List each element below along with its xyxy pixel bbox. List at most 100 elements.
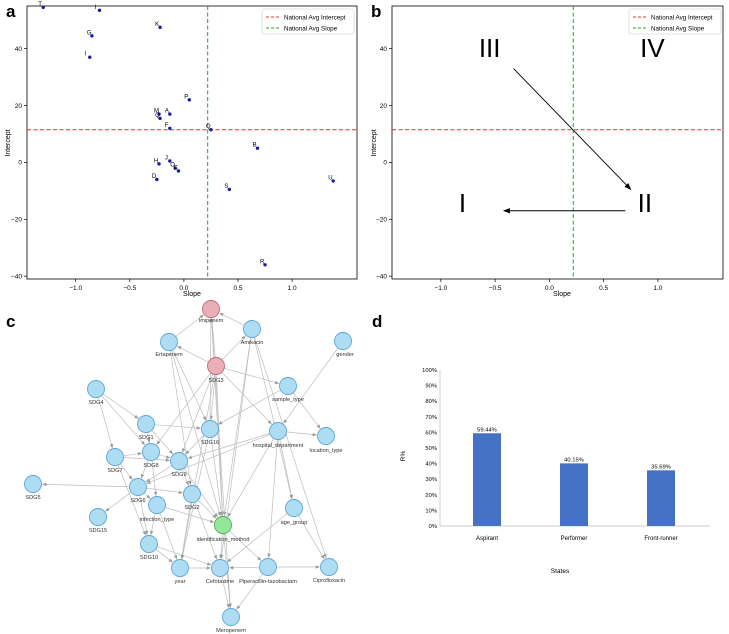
x-tick-label-d: Performer [561,536,588,542]
x-tick-label: −0.5 [489,285,502,292]
y-tick-label-d: 20% [425,493,437,499]
scatter-point [227,187,232,192]
scatter-point [209,128,213,132]
y-tick-label: −40 [376,273,387,280]
scatter-point-label: C [173,165,178,171]
network-edge [219,533,223,559]
y-axis-label-d: R% [400,451,407,462]
bar-value-label: 59.44% [477,427,497,433]
network-edge [209,374,216,420]
y-tick-label-d: 0% [429,524,437,530]
scatter-point [168,159,172,163]
scatter-point [173,166,177,170]
network-node-label: infection_type [140,517,175,523]
network-edge [140,459,149,479]
scatter-point-label: A [165,109,169,115]
network-edge [253,337,293,500]
network-node-label: SDG7 [107,468,122,474]
network-node-label: SDG10 [140,555,158,561]
x-axis-label-b: Slope [553,291,571,298]
x-tick-label-d: Aspirant [476,536,498,542]
scatter-point-label: J [165,155,168,161]
y-tick-label: 40 [15,46,23,53]
network-edge [149,513,156,536]
network-edge [227,513,288,563]
scatter-point-label: F [165,123,169,129]
network-edge [181,468,189,486]
x-tick-label: 1.0 [288,285,297,292]
network-edge [105,491,132,512]
network-edge [228,530,262,561]
network-node [285,499,303,517]
scatter-point [255,146,260,150]
scatter-point-label: H [154,158,158,164]
network-node-label: SDG8 [143,463,158,469]
network-node [334,332,352,350]
network-node-label: SDG2 [184,505,199,511]
scatter-point [157,162,161,166]
network-edge [229,565,260,570]
network-node-label: SDG3 [208,378,223,384]
network-node [279,377,297,395]
network-node [243,320,261,338]
network-edge [175,314,204,338]
y-tick-label: 0 [18,160,22,167]
network-edge [236,573,264,610]
network-edge [159,512,178,560]
scatter-point-label: I [94,5,96,11]
network-node-label: SDG15 [89,528,107,534]
scatter-point [155,177,159,182]
y-tick-label-d: 60% [425,430,437,436]
network-edge [221,576,230,609]
scatter-point [176,169,181,173]
network-node [201,420,219,438]
quadrant-label: II [638,188,652,218]
legend-box-b [628,8,722,35]
scatter-point [168,126,172,130]
network-edge [119,463,133,480]
network-node-label: Cefotaxime [206,579,234,585]
network-edge [172,349,207,421]
scatter-point-label: M [154,109,159,115]
bar [647,470,675,526]
legend-label-slope-a: National Avg Slope [284,26,338,33]
y-axis-label-a: Intercept [5,129,12,156]
legend-label-slope-b: National Avg Slope [651,26,705,33]
legend-box-a [261,8,355,35]
network-edge [224,367,280,385]
network-node-label: age_group [281,520,308,526]
network-edge [187,433,270,459]
network-edge [267,439,278,558]
scatter-point-label: Q [206,124,211,130]
scatter-point-label: S [224,184,228,190]
y-tick-label-d: 30% [425,477,437,483]
panel-label-c: c [6,312,15,331]
panel-label-d: d [372,312,382,331]
network-node [202,300,220,318]
legend-label-intercept-a: National Avg Intercept [284,15,346,22]
scatter-point-label: Q [155,113,160,119]
scatter-point [168,112,172,116]
network-node [269,422,287,440]
y-tick-label: −40 [11,273,22,280]
network-edge [155,548,173,563]
x-tick-label: 0.5 [599,285,608,292]
network-edge [219,312,245,326]
network-edge [143,492,151,499]
plot-area-b [391,5,724,280]
scatter-point [41,5,45,10]
network-edge [42,482,130,488]
x-axis-label-d: States [551,568,570,575]
network-edge [145,465,173,483]
network-edge [286,431,317,437]
y-tick-label-d: 10% [425,508,437,514]
network-node-label: identification_method [197,537,250,543]
x-tick-label: −1.0 [434,285,447,292]
x-tick-label: 0.0 [545,285,554,292]
network-node [207,357,225,375]
network-node-label: Imipenem [199,318,224,324]
scatter-point-label: R [260,259,265,265]
network-node-label: Piperacillin-tazobactam [239,579,297,585]
network-edge [180,502,191,559]
